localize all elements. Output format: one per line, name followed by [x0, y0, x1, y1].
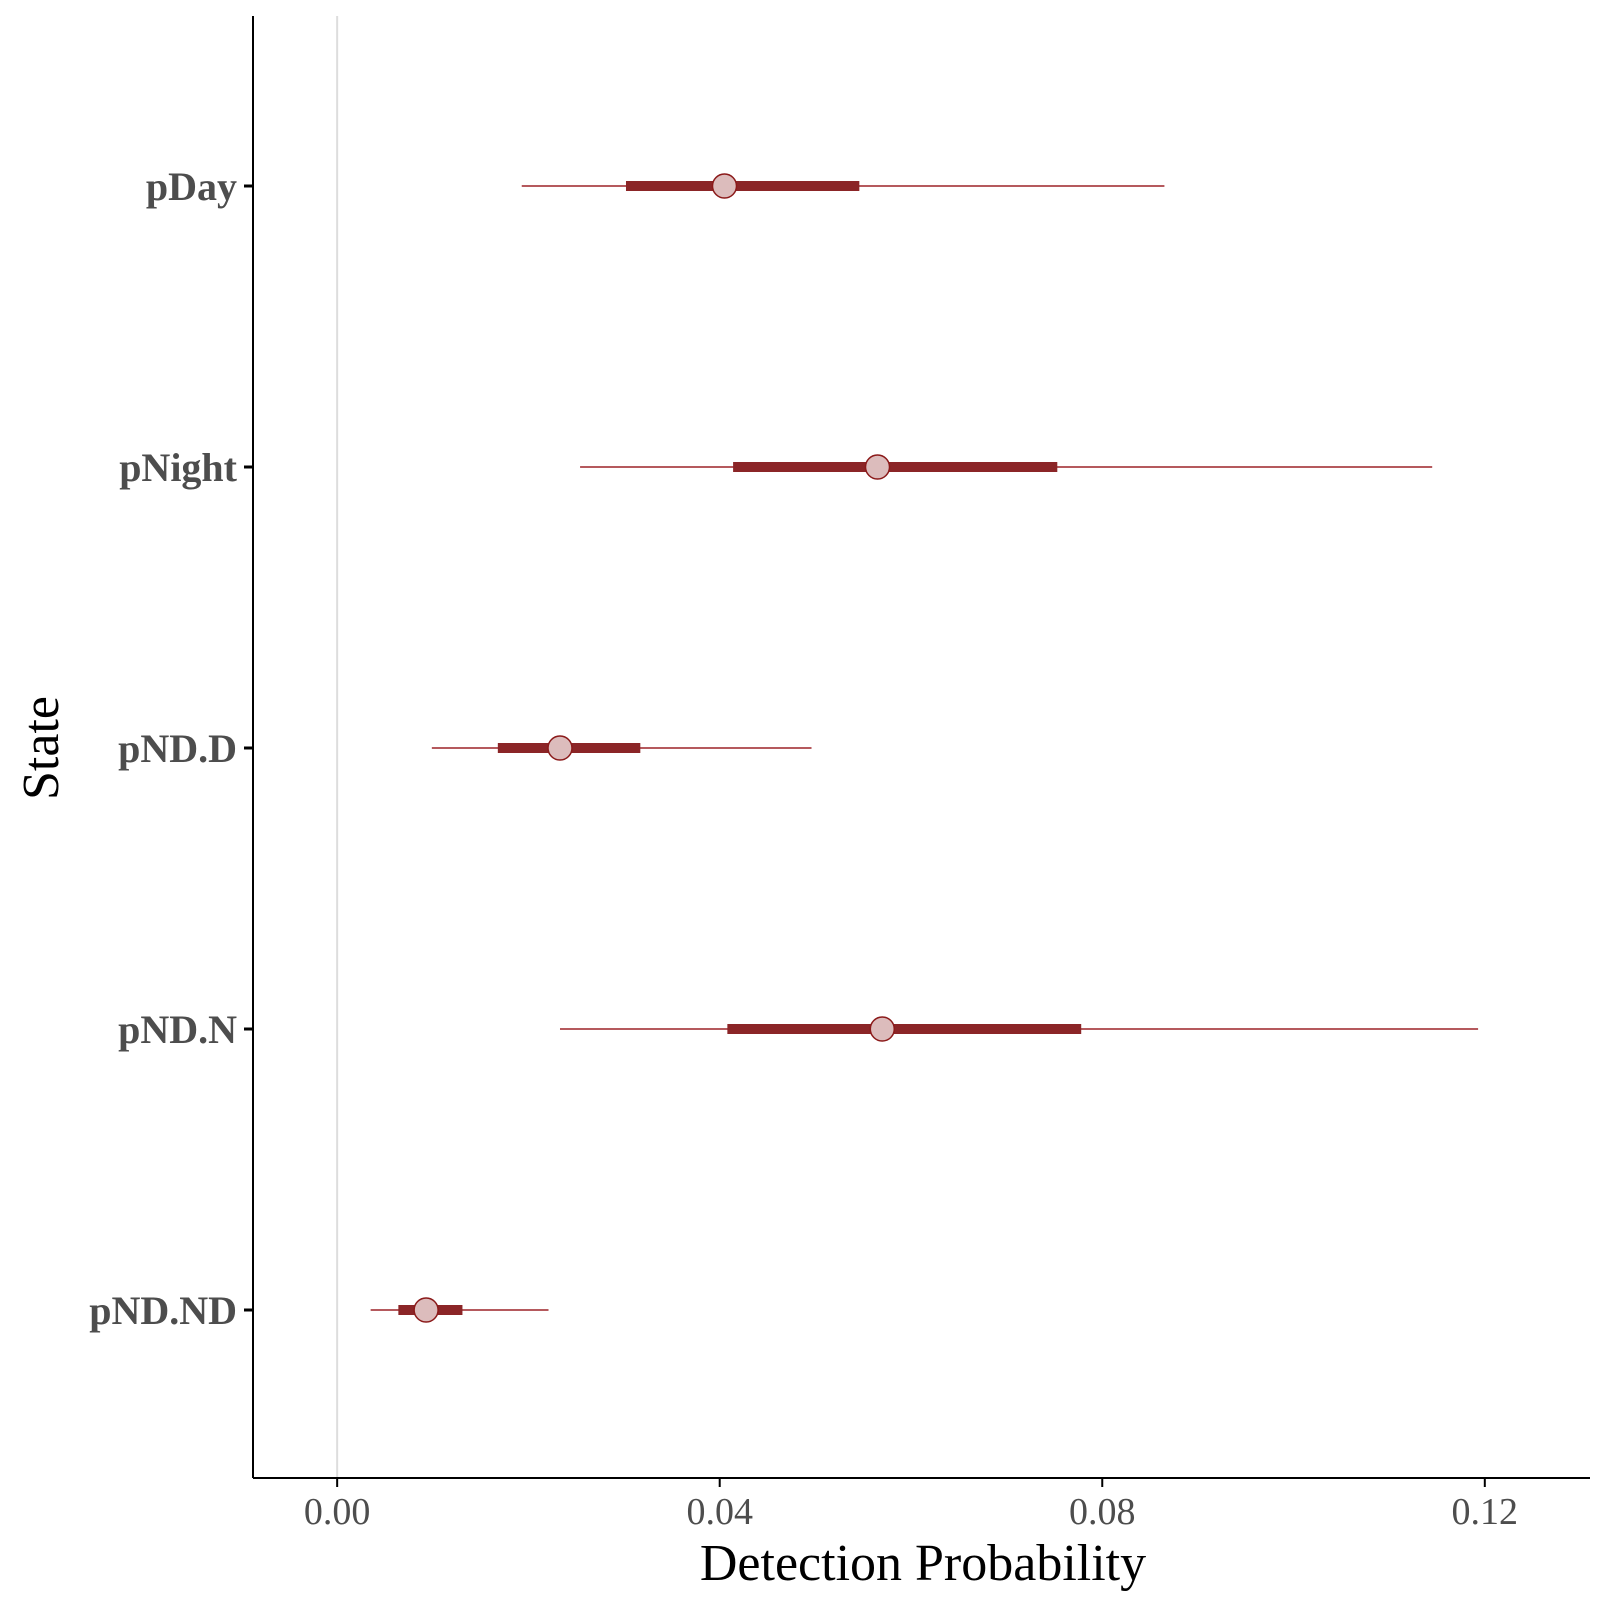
median-point — [869, 1016, 896, 1042]
x-tick-label: 0.00 — [304, 1491, 371, 1533]
y-tick-label: pDay — [146, 164, 237, 209]
median-point — [413, 1297, 439, 1323]
x-tick-label: 0.04 — [686, 1491, 753, 1533]
y-tick-label: pND.ND — [89, 1288, 237, 1333]
y-tick-label: pNight — [119, 445, 237, 490]
median-point — [864, 454, 891, 480]
median-point — [711, 173, 738, 199]
y-tick-label: pND.N — [118, 1007, 237, 1052]
median-point — [547, 735, 573, 761]
x-tick-label: 0.12 — [1452, 1491, 1519, 1533]
x-axis-title: Detection Probability — [700, 1535, 1146, 1592]
y-tick-label: pND.D — [118, 726, 237, 771]
y-axis-title: State — [13, 696, 70, 800]
x-tick-label: 0.08 — [1069, 1491, 1136, 1533]
